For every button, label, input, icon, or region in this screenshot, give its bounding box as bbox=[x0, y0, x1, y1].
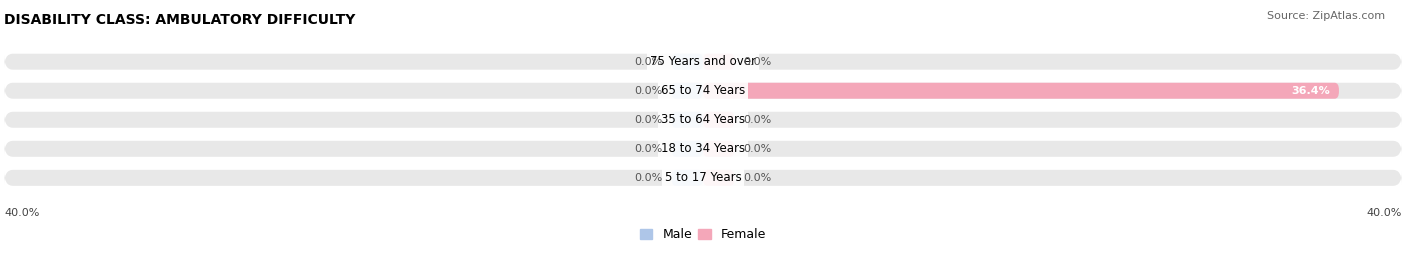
Text: 65 to 74 Years: 65 to 74 Years bbox=[661, 84, 745, 97]
Text: 5 to 17 Years: 5 to 17 Years bbox=[665, 171, 741, 184]
FancyBboxPatch shape bbox=[672, 83, 703, 99]
Text: 35 to 64 Years: 35 to 64 Years bbox=[661, 113, 745, 126]
Text: 0.0%: 0.0% bbox=[634, 86, 662, 96]
Text: 0.0%: 0.0% bbox=[634, 115, 662, 125]
Legend: Male, Female: Male, Female bbox=[640, 228, 766, 241]
Text: 18 to 34 Years: 18 to 34 Years bbox=[661, 142, 745, 155]
FancyBboxPatch shape bbox=[672, 54, 703, 70]
FancyBboxPatch shape bbox=[4, 83, 1402, 99]
Text: 0.0%: 0.0% bbox=[634, 144, 662, 154]
Text: 75 Years and over: 75 Years and over bbox=[650, 55, 756, 68]
Text: 36.4%: 36.4% bbox=[1292, 86, 1330, 96]
Text: 40.0%: 40.0% bbox=[4, 208, 39, 218]
FancyBboxPatch shape bbox=[703, 112, 734, 128]
Text: 0.0%: 0.0% bbox=[744, 144, 772, 154]
FancyBboxPatch shape bbox=[672, 141, 703, 157]
Text: 0.0%: 0.0% bbox=[634, 57, 662, 67]
FancyBboxPatch shape bbox=[703, 141, 734, 157]
FancyBboxPatch shape bbox=[4, 141, 1402, 157]
Text: Source: ZipAtlas.com: Source: ZipAtlas.com bbox=[1267, 11, 1385, 21]
FancyBboxPatch shape bbox=[703, 54, 734, 70]
Text: 0.0%: 0.0% bbox=[744, 115, 772, 125]
Text: DISABILITY CLASS: AMBULATORY DIFFICULTY: DISABILITY CLASS: AMBULATORY DIFFICULTY bbox=[4, 13, 356, 27]
Text: 40.0%: 40.0% bbox=[1367, 208, 1402, 218]
FancyBboxPatch shape bbox=[703, 83, 1339, 99]
FancyBboxPatch shape bbox=[703, 170, 734, 186]
FancyBboxPatch shape bbox=[4, 170, 1402, 186]
Text: 0.0%: 0.0% bbox=[744, 57, 772, 67]
FancyBboxPatch shape bbox=[4, 112, 1402, 128]
Text: 0.0%: 0.0% bbox=[634, 173, 662, 183]
FancyBboxPatch shape bbox=[4, 54, 1402, 70]
FancyBboxPatch shape bbox=[672, 112, 703, 128]
Text: 0.0%: 0.0% bbox=[744, 173, 772, 183]
FancyBboxPatch shape bbox=[672, 170, 703, 186]
